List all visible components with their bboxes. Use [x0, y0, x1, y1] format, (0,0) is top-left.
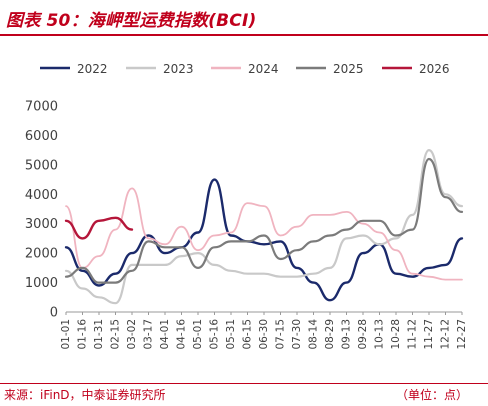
series-line-2026	[64, 216, 134, 240]
series-line-2022	[64, 178, 464, 302]
x-tick-label: 02-15	[110, 319, 122, 350]
legend: 2022 2023 2024 2025 2026	[40, 62, 450, 76]
x-axis: 01-01 01-16 01-31 02-15 03-02 03-17 04-01 04-16…	[60, 311, 468, 350]
x-tick-label: 01-01	[60, 319, 72, 350]
x-tick-label: 03-17	[143, 319, 155, 350]
x-tick-label: 07-30	[291, 319, 303, 350]
footer-rule	[0, 383, 488, 384]
x-tick-label: 12-27	[456, 319, 468, 350]
series-line-2024	[65, 187, 463, 281]
y-tick-label: 2000	[25, 247, 58, 262]
y-tick-label: 0	[50, 306, 58, 321]
x-tick-label: 07-15	[275, 319, 287, 350]
x-tick-label: 04-01	[159, 319, 171, 350]
y-tick-label: 1000	[25, 276, 58, 291]
x-tick-label: 05-01	[192, 319, 204, 350]
y-tick-label: 7000	[25, 100, 58, 115]
unit-note: （单位：点）	[395, 388, 468, 402]
x-tick-label: 09-28	[357, 319, 369, 350]
series-line-2025	[64, 157, 464, 284]
x-tick-label: 12-12	[440, 319, 452, 350]
y-tick-label: 6000	[25, 129, 58, 144]
x-tick-label: 08-14	[308, 319, 320, 350]
legend-label-2025: 2025	[333, 62, 364, 76]
x-tick-label: 03-02	[126, 319, 138, 350]
y-axis: 0 1000 2000 3000 4000 5000 6000 7000	[25, 100, 58, 321]
legend-label-2026: 2026	[419, 62, 450, 76]
x-tick-label: 04-16	[176, 319, 188, 350]
series-line-2023	[64, 149, 464, 305]
x-tick-label: 09-13	[341, 319, 353, 350]
plot-area	[64, 149, 464, 305]
source-note: 来源：iFinD，中泰证券研究所	[4, 388, 166, 402]
legend-label-2023: 2023	[163, 62, 194, 76]
title-rule	[0, 34, 488, 36]
page-title: 图表 50：海岬型运费指数(BCI)	[6, 11, 257, 31]
legend-label-2022: 2022	[77, 62, 108, 76]
x-tick-label: 01-31	[93, 319, 105, 350]
y-tick-label: 4000	[25, 188, 58, 203]
x-tick-label: 08-29	[324, 319, 336, 350]
x-tick-label: 01-16	[77, 319, 89, 350]
y-tick-label: 3000	[25, 217, 58, 232]
chart: 2022 2023 2024 2025 2026 0 1000 2000 3000 4000 50…	[25, 62, 468, 350]
x-tick-label: 05-31	[225, 319, 237, 350]
x-tick-label: 06-30	[258, 319, 270, 350]
legend-label-2024: 2024	[248, 62, 279, 76]
y-tick-label: 5000	[25, 158, 58, 173]
x-tick-label: 05-16	[209, 319, 221, 350]
x-tick-label: 10-28	[390, 319, 402, 350]
x-tick-label: 11-12	[407, 319, 419, 350]
x-tick-label: 06-15	[242, 319, 254, 350]
x-tick-label: 11-27	[423, 319, 435, 350]
x-tick-label: 10-13	[374, 319, 386, 350]
